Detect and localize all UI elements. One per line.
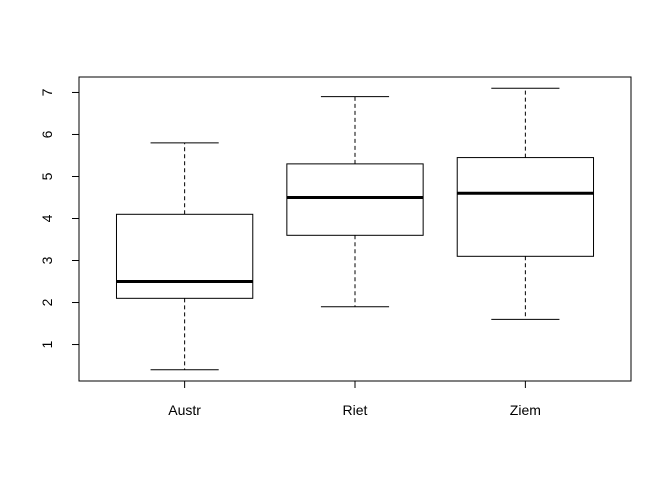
x-tick-label: Riet: [343, 402, 368, 418]
y-tick-label: 4: [39, 214, 55, 222]
y-tick-label: 3: [39, 256, 55, 264]
box: [286, 163, 424, 236]
x-tick-label: Ziem: [510, 402, 541, 418]
y-tick-label: 2: [39, 298, 55, 306]
box: [115, 213, 254, 299]
box: [456, 157, 595, 257]
y-tick-label: 6: [39, 130, 55, 138]
y-tick-label: 5: [39, 172, 55, 180]
y-tick-label: 7: [39, 88, 55, 96]
x-tick-label: Austr: [168, 402, 201, 418]
y-tick-label: 1: [39, 340, 55, 348]
